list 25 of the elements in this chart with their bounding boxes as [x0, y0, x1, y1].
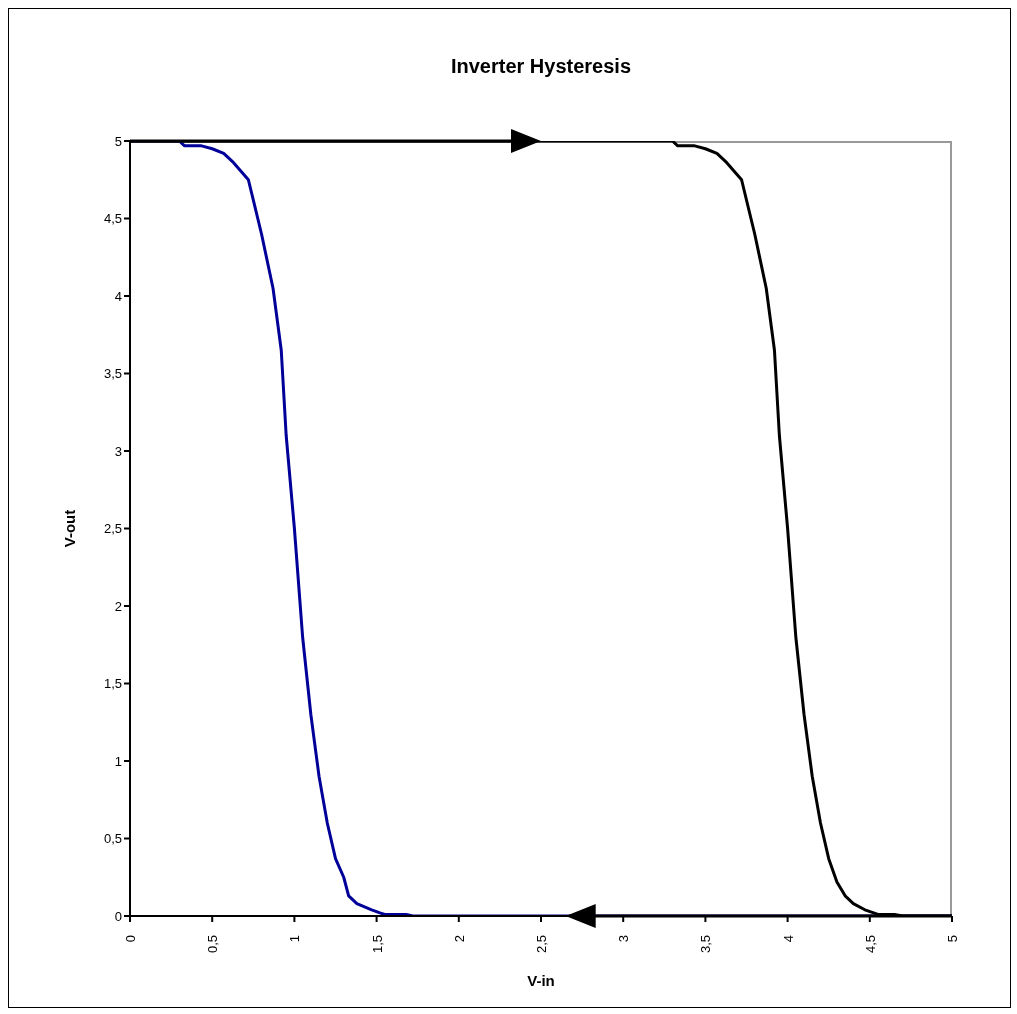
x-tick-label: 1,5 — [369, 935, 385, 954]
x-tick-label: 4,5 — [862, 935, 878, 954]
y-tick-label: 3 — [114, 443, 122, 459]
x-tick-label: 0 — [123, 935, 138, 943]
x-axis-title: V-in — [527, 972, 555, 989]
x-tick-label: 0,5 — [205, 935, 221, 954]
y-tick-label: 0 — [114, 908, 122, 924]
y-tick-label: 0,5 — [103, 831, 122, 847]
x-tick-label: 4 — [780, 935, 796, 943]
y-tick-label: 5 — [114, 133, 122, 149]
x-tick-label: 2 — [451, 935, 467, 943]
y-tick-label: 4 — [114, 288, 122, 304]
x-tick-label: 3,5 — [698, 935, 714, 954]
chart-title: Inverter Hysteresis — [449, 55, 633, 78]
y-tick-label: 2,5 — [103, 521, 122, 537]
x-tick-label: 2,5 — [534, 935, 549, 954]
y-tick-label: 2 — [114, 598, 122, 614]
y-tick-label: 4,5 — [103, 211, 122, 227]
y-axis-title: V-out — [61, 509, 79, 548]
y-tick-label: 1 — [114, 753, 122, 769]
y-tick-label: 1,5 — [103, 676, 122, 692]
y-tick-label: 3,5 — [103, 366, 122, 382]
x-tick-label: 1 — [287, 935, 303, 943]
x-tick-label: 3 — [616, 935, 632, 943]
x-tick-label: 5 — [945, 935, 960, 943]
